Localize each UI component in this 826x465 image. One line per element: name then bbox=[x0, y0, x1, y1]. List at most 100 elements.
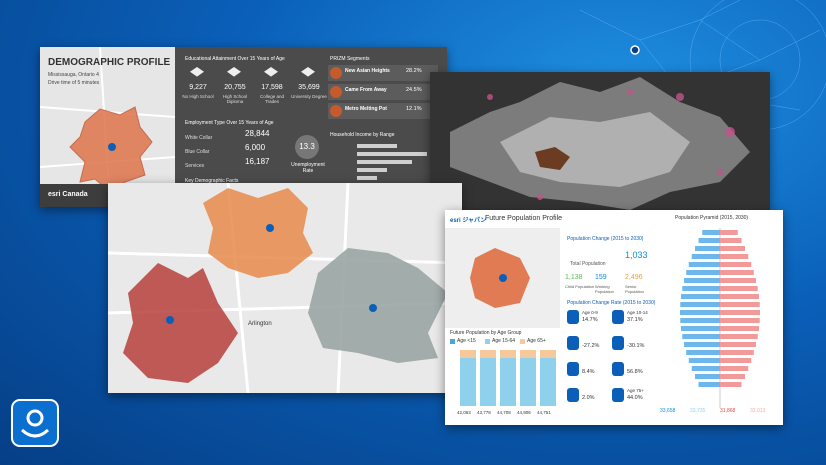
prizm-pct: 28.2% bbox=[406, 68, 422, 74]
total-value: 43,778 bbox=[477, 410, 491, 415]
pyramid-bar bbox=[720, 374, 745, 379]
pyramid-bar bbox=[688, 358, 720, 363]
pyramid-bar bbox=[680, 310, 720, 315]
section-title: Household Income by Range bbox=[330, 132, 395, 138]
edu-label: High School Diploma bbox=[222, 94, 248, 104]
pyramid-bar bbox=[720, 358, 752, 363]
pyramid-bar bbox=[680, 318, 720, 323]
rate-icon bbox=[567, 388, 579, 402]
legend-swatch bbox=[450, 339, 455, 344]
pyramid-bar bbox=[720, 302, 760, 307]
rate-icon bbox=[567, 310, 579, 324]
pyramid-bar bbox=[720, 270, 754, 275]
unemployment-value: 13.3 bbox=[295, 135, 319, 159]
emp-value: 28,844 bbox=[245, 129, 270, 138]
rate-list: Age 0-9 14.7% Age 10-14 37.1% -27.2% -30.1% 8.… bbox=[567, 310, 657, 420]
pyramid-bar bbox=[720, 278, 756, 283]
emp-value: 6,000 bbox=[245, 143, 266, 152]
edu-label: No High School bbox=[182, 94, 214, 99]
legend: Age <15 Age 15-64 Age 65+ bbox=[450, 338, 560, 346]
section-title: PRIZM Segments bbox=[330, 56, 370, 62]
location: Mississauga, Ontario 4 bbox=[48, 72, 99, 78]
rate-icon bbox=[612, 336, 624, 350]
legend-swatch bbox=[485, 339, 490, 344]
section-title: Future Population by Age Group bbox=[450, 330, 522, 336]
total-value: 44,708 bbox=[497, 410, 511, 415]
pyramid-bar bbox=[681, 326, 720, 331]
future-map bbox=[445, 228, 560, 328]
legend-label: Age 15-64 bbox=[492, 338, 516, 344]
employment-list: White Collar 28,844 Blue Collar 6,000 Servic… bbox=[185, 129, 295, 179]
edu-icon bbox=[190, 67, 204, 77]
pyramid-bar bbox=[720, 262, 752, 267]
rate-icon bbox=[612, 310, 624, 324]
pyramid-total: 31,868 bbox=[720, 408, 736, 414]
section-title: Population Pyramid (2015, 2030) bbox=[675, 215, 749, 221]
pyramid-bar bbox=[720, 366, 749, 371]
rate-value: 44.0% bbox=[627, 395, 643, 401]
total-label: Total Population bbox=[570, 261, 606, 267]
group-value: 2,496 bbox=[625, 274, 643, 281]
map-label: Arlington bbox=[248, 321, 272, 327]
pyramid-bar bbox=[720, 294, 759, 299]
group-label: Senior Population bbox=[625, 284, 644, 294]
edu-label: University Degree bbox=[291, 94, 327, 99]
emp-value: 16,187 bbox=[245, 157, 270, 166]
rate-label: Age 0-9 bbox=[582, 310, 598, 315]
edu-value: 9,227 bbox=[189, 84, 207, 91]
prizm-icon bbox=[330, 105, 342, 117]
emp-label: Services bbox=[185, 163, 205, 169]
pyramid-bar bbox=[720, 246, 745, 251]
legend-label: Age <15 bbox=[457, 338, 476, 344]
prizm-list: New Asian Heights 28.2% Came From Away 24.5… bbox=[328, 65, 440, 125]
section-title: Employment Type Over 15 Years of Age bbox=[185, 120, 274, 126]
pyramid-bar bbox=[684, 278, 720, 283]
education-list: 9,227 No High School 20,755 High School Dip… bbox=[180, 67, 330, 117]
pyramid-bar bbox=[720, 350, 754, 355]
pyramid-total: 33,658 bbox=[660, 408, 676, 414]
group-value: 159 bbox=[595, 274, 607, 281]
pyramid-bar bbox=[684, 342, 720, 347]
prizm-pct: 12.1% bbox=[406, 106, 422, 112]
edu-icon bbox=[264, 67, 278, 77]
title: DEMOGRAPHIC PROFILE bbox=[48, 57, 171, 68]
title: Future Population Profile bbox=[485, 215, 563, 222]
pyramid-bar bbox=[681, 294, 720, 299]
light-map-panel: Arlington bbox=[108, 183, 462, 393]
section-title: Key Demographic Facts bbox=[185, 178, 239, 184]
rate-icon bbox=[567, 336, 579, 350]
total-value: 42,063 bbox=[457, 410, 471, 415]
prizm-icon bbox=[330, 67, 342, 79]
dark-map bbox=[450, 77, 750, 210]
rate-value: -30.1% bbox=[627, 343, 645, 349]
light-map bbox=[108, 183, 462, 393]
prizm-icon bbox=[330, 86, 342, 98]
edu-value: 20,755 bbox=[224, 84, 246, 91]
prizm-name: Metro Melting Pot bbox=[345, 106, 387, 112]
pyramid-bar bbox=[680, 302, 720, 307]
pyramid-bar bbox=[720, 382, 742, 387]
pyramid-bar bbox=[695, 246, 720, 251]
pyramid-bar bbox=[702, 230, 720, 235]
legend-label: Age 65+ bbox=[527, 338, 546, 344]
pyramid-bar bbox=[686, 270, 720, 275]
rate-icon bbox=[612, 388, 624, 402]
pyramid-bar bbox=[682, 286, 720, 291]
group-value: 1,138 bbox=[565, 274, 583, 281]
rate-value: 37.1% bbox=[627, 317, 643, 323]
rate-icon bbox=[567, 362, 579, 376]
pyramid-bar bbox=[691, 366, 720, 371]
group-list: 1,138 Child Population 159 Working Populati… bbox=[565, 274, 655, 300]
pyramid-bar bbox=[720, 326, 759, 331]
edu-label: College and Trades bbox=[259, 94, 285, 104]
pyramid-total: 33,735 bbox=[690, 408, 706, 414]
dark-map-panel bbox=[430, 72, 770, 210]
pyramid-bar bbox=[720, 254, 749, 259]
emp-label: White Collar bbox=[185, 135, 213, 141]
pyramid-total: 33,013 bbox=[750, 408, 766, 414]
rate-value: 8.4% bbox=[582, 369, 595, 375]
edu-value: 17,598 bbox=[261, 84, 283, 91]
unemployment-label: Unemployment Rate bbox=[291, 162, 325, 174]
pyramid-bar bbox=[720, 310, 760, 315]
